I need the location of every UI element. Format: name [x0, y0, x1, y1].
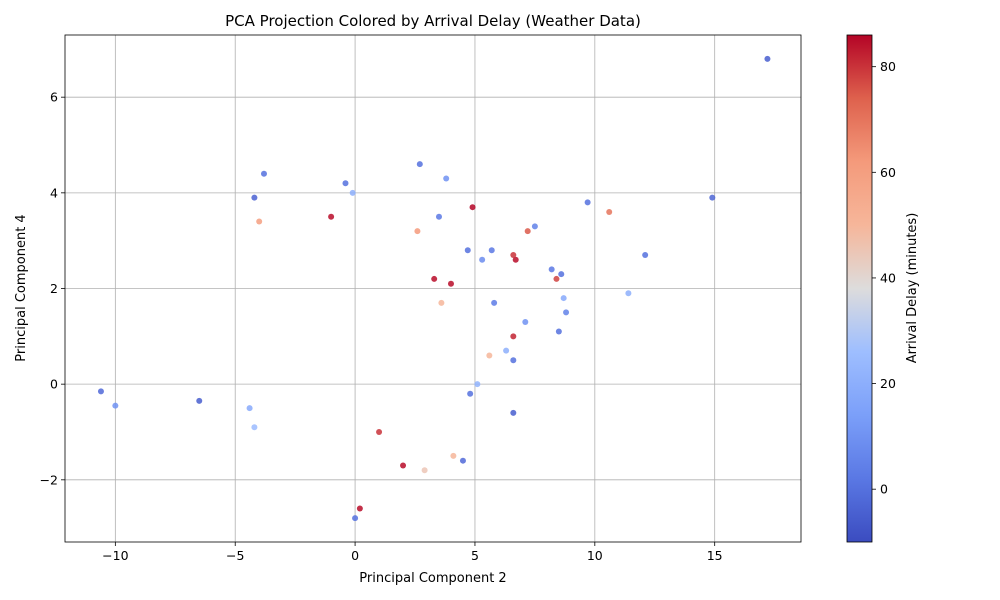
x-axis-ticks: −10 −5 0 5 10 15 — [102, 542, 723, 563]
data-point — [431, 275, 438, 282]
x-tick-label: −5 — [226, 548, 244, 563]
data-point — [510, 333, 517, 340]
data-point — [251, 194, 258, 201]
x-tick-label: 10 — [587, 548, 603, 563]
data-point — [479, 256, 486, 263]
data-point — [467, 390, 474, 397]
colorbar — [846, 34, 873, 543]
colorbar-tick-label: 40 — [880, 270, 896, 285]
colorbar-tick-label: 60 — [880, 165, 896, 180]
data-point — [522, 318, 529, 325]
data-point — [256, 218, 263, 225]
data-point — [486, 352, 493, 359]
data-points — [97, 55, 771, 522]
data-point — [764, 55, 771, 62]
data-point — [447, 280, 454, 287]
data-point — [510, 252, 517, 259]
y-tick-label: 2 — [50, 281, 58, 296]
data-point — [548, 266, 555, 273]
grid — [65, 35, 801, 542]
data-point — [642, 252, 649, 259]
x-tick-label: 5 — [471, 548, 479, 563]
data-point — [510, 357, 517, 364]
data-point — [584, 199, 591, 206]
data-point — [555, 328, 562, 335]
data-point — [510, 409, 517, 416]
data-point — [625, 290, 632, 297]
data-point — [488, 247, 495, 254]
data-point — [97, 388, 104, 395]
y-tick-label: 0 — [50, 377, 58, 392]
data-point — [553, 275, 560, 282]
data-point — [459, 457, 466, 464]
data-point — [356, 505, 363, 512]
chart-title: PCA Projection Colored by Arrival Delay … — [225, 12, 641, 30]
colorbar-tick-label: 80 — [880, 59, 896, 74]
x-axis-label: Principal Component 2 — [359, 571, 506, 586]
data-point — [438, 299, 445, 306]
data-point — [560, 295, 567, 302]
colorbar-ticks: 0 20 40 60 80 — [872, 59, 896, 497]
data-point — [469, 204, 476, 211]
x-tick-label: 0 — [351, 548, 359, 563]
x-tick-label: 15 — [707, 548, 723, 563]
data-point — [196, 397, 203, 404]
data-point — [260, 170, 267, 177]
y-tick-label: −2 — [40, 472, 58, 487]
data-point — [606, 208, 613, 215]
data-point — [491, 299, 498, 306]
data-point — [450, 452, 457, 459]
data-point — [503, 347, 510, 354]
data-point — [112, 402, 119, 409]
colorbar-tick-label: 20 — [880, 376, 896, 391]
data-point — [443, 175, 450, 182]
data-point — [342, 180, 349, 187]
data-point — [414, 228, 421, 235]
data-point — [328, 213, 335, 220]
data-point — [349, 189, 356, 196]
data-point — [400, 462, 407, 469]
data-point — [709, 194, 716, 201]
data-point — [464, 247, 471, 254]
data-point — [531, 223, 538, 230]
data-point — [416, 161, 423, 168]
data-point — [246, 405, 253, 412]
data-point — [474, 381, 481, 388]
colorbar-label: Arrival Delay (minutes) — [905, 213, 920, 364]
y-tick-label: 6 — [50, 90, 58, 105]
data-point — [524, 228, 531, 235]
data-point — [563, 309, 570, 316]
colorbar-tick-label: 0 — [880, 482, 888, 497]
y-axis-ticks: −2 0 2 4 6 — [40, 90, 65, 487]
data-point — [352, 515, 359, 522]
data-point — [421, 467, 428, 474]
y-tick-label: 4 — [50, 185, 58, 200]
data-point — [435, 213, 442, 220]
data-point — [558, 271, 565, 278]
x-tick-label: −10 — [102, 548, 128, 563]
data-point — [251, 424, 258, 431]
data-point — [376, 428, 383, 435]
y-axis-label: Principal Component 4 — [14, 214, 29, 361]
data-point — [512, 256, 519, 263]
